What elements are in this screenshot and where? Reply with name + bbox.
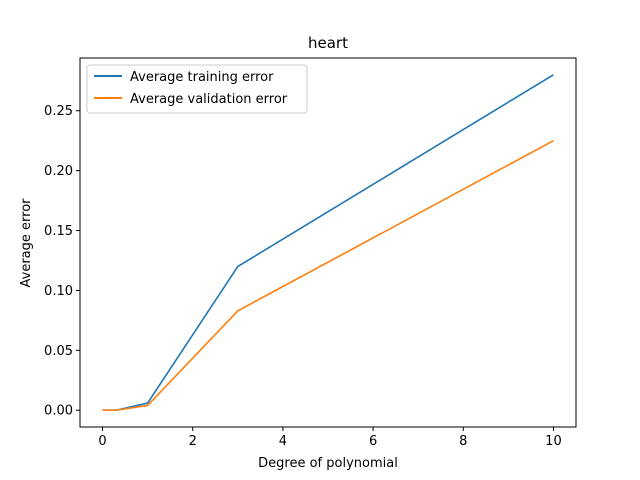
y-tick-label: 0.15 bbox=[44, 224, 73, 239]
x-tick-label: 10 bbox=[545, 434, 562, 449]
x-tick-label: 6 bbox=[369, 434, 377, 449]
series-layer bbox=[102, 74, 554, 412]
y-tick-label: 0.05 bbox=[44, 344, 73, 359]
chart-title: heart bbox=[308, 34, 348, 52]
y-tick-label: 0.25 bbox=[44, 104, 73, 119]
x-tick-label: 8 bbox=[459, 434, 467, 449]
series-line-validation bbox=[102, 139, 554, 412]
x-axis-ticks: 0 2 4 6 8 10 bbox=[98, 427, 562, 449]
plot-area bbox=[79, 57, 577, 428]
y-tick-label: 0.00 bbox=[44, 404, 73, 419]
x-tick-label: 0 bbox=[98, 434, 106, 449]
x-axis-label: Degree of polynomial bbox=[258, 456, 398, 471]
x-tick-label: 4 bbox=[279, 434, 287, 449]
y-tick-label: 0.20 bbox=[44, 164, 73, 179]
legend-label-training: Average training error bbox=[130, 70, 274, 85]
x-tick-label: 2 bbox=[189, 434, 197, 449]
legend-label-validation: Average validation error bbox=[130, 92, 288, 107]
y-axis-label: Average error bbox=[19, 198, 34, 288]
legend: Average training error Average validatio… bbox=[86, 64, 308, 114]
y-tick-label: 0.10 bbox=[44, 284, 73, 299]
y-axis-ticks: 0.00 0.05 0.10 0.15 0.20 0.25 bbox=[44, 104, 80, 419]
legend-box bbox=[86, 64, 308, 114]
axes-frame bbox=[79, 57, 577, 428]
